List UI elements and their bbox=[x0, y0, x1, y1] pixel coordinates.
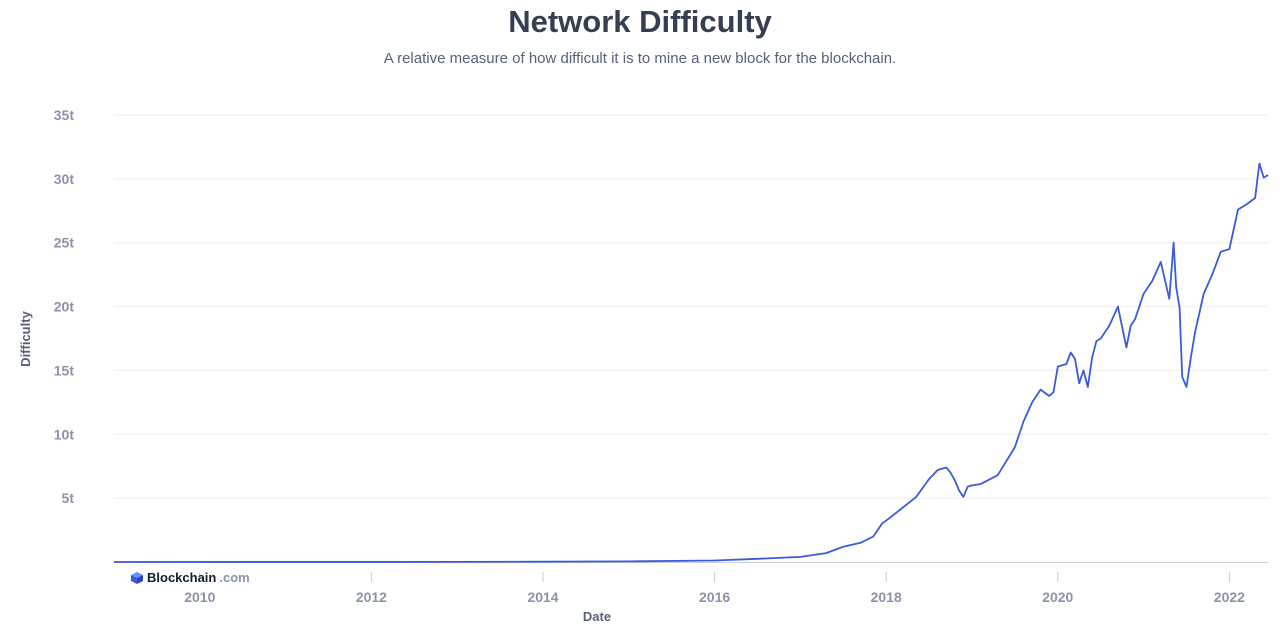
x-tick-label: 2012 bbox=[356, 589, 387, 605]
y-tick-label: 10t bbox=[54, 426, 75, 442]
y-axis-label: Difficulty bbox=[18, 310, 33, 366]
y-tick-label: 30t bbox=[54, 171, 75, 187]
logo-tld-text: .com bbox=[219, 570, 250, 585]
x-axis: 2010 2012 2014 2016 2018 2020 2022 bbox=[184, 572, 1245, 605]
y-tick-label: 35t bbox=[54, 107, 75, 123]
y-tick-label: 25t bbox=[54, 235, 75, 251]
x-tick-label: 2018 bbox=[871, 589, 902, 605]
y-tick-label: 15t bbox=[54, 362, 75, 378]
y-tick-label: 5t bbox=[62, 490, 75, 506]
y-axis: 5t 10t 15t 20t 25t 30t 35t bbox=[54, 107, 75, 506]
logo-brand-text: Blockchain bbox=[147, 570, 217, 585]
x-tick-label: 2022 bbox=[1214, 589, 1245, 605]
y-tick-label: 20t bbox=[54, 299, 75, 315]
chart-title: Network Difficulty bbox=[508, 4, 772, 39]
x-tick-label: 2020 bbox=[1042, 589, 1073, 605]
x-tick-label: 2014 bbox=[527, 589, 558, 605]
gridlines bbox=[114, 114, 1268, 563]
difficulty-series-line bbox=[113, 162, 1269, 563]
blockchain-cube-icon bbox=[131, 571, 143, 584]
x-axis-label: Date bbox=[583, 609, 611, 624]
blockchain-logo[interactable]: Blockchain .com bbox=[130, 570, 250, 585]
chart-subtitle: A relative measure of how difficult it i… bbox=[383, 50, 897, 67]
x-tick-label: 2010 bbox=[184, 589, 215, 605]
x-tick-label: 2016 bbox=[699, 589, 730, 605]
